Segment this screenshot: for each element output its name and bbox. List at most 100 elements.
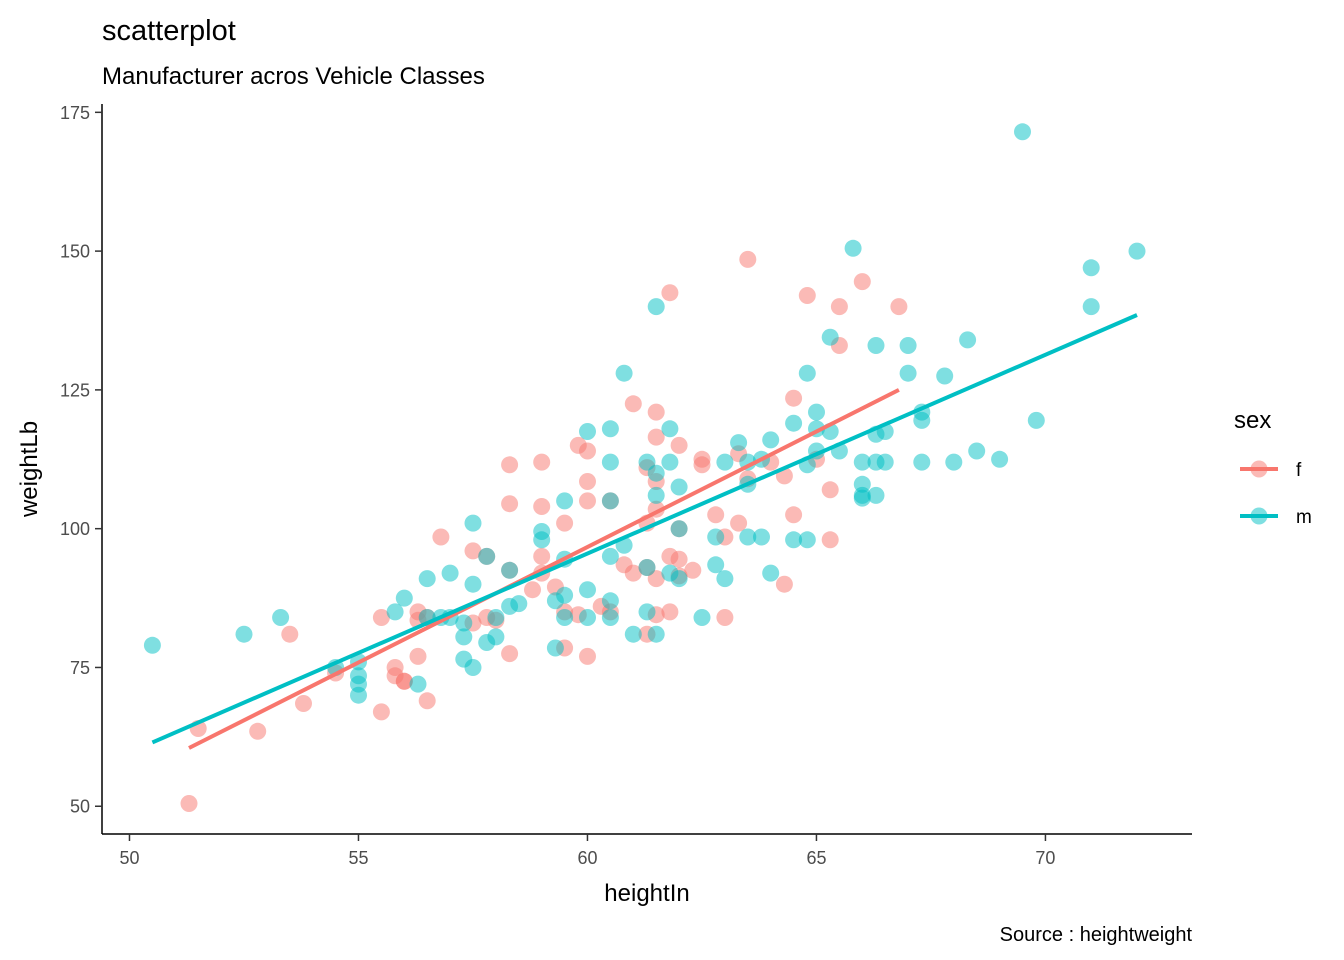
point-m-44: [601, 453, 619, 471]
point-m-94: [867, 486, 885, 504]
point-m-42: [601, 547, 619, 565]
point-m-20: [464, 575, 482, 593]
point-f-85: [830, 298, 848, 316]
point-f-17: [432, 528, 450, 546]
point-m-103: [945, 453, 963, 471]
point-f-80: [798, 287, 816, 304]
point-m-38: [579, 581, 596, 599]
x-tick-label-50: 50: [119, 848, 139, 868]
point-m-73: [762, 431, 780, 449]
point-f-25: [501, 495, 519, 513]
point-f-65: [684, 561, 702, 579]
point-f-59: [661, 603, 679, 621]
y-axis-ticks: 50 75 100 125 150 175: [60, 103, 102, 817]
point-m-45: [601, 420, 619, 438]
point-m-109: [1082, 259, 1100, 277]
point-m-37: [579, 423, 596, 440]
point-m-40: [601, 592, 619, 610]
point-m-19: [464, 514, 482, 532]
point-m-25: [487, 609, 505, 626]
point-m-1: [235, 625, 253, 643]
point-m-53: [647, 298, 665, 316]
point-m-7: [350, 675, 367, 693]
point-m-0: [143, 636, 161, 654]
point-m-41: [601, 609, 619, 626]
point-m-62: [693, 609, 711, 626]
point-m-34: [556, 586, 574, 604]
point-f-31: [533, 453, 551, 471]
point-f-29: [533, 547, 551, 565]
legend: sex f m: [1234, 407, 1312, 528]
x-tick-label-65: 65: [806, 848, 826, 868]
point-f-58: [661, 284, 679, 302]
point-m-33: [556, 609, 574, 626]
point-m-24: [487, 628, 505, 646]
point-m-110: [1082, 298, 1100, 316]
y-tick-label-150: 150: [60, 242, 90, 262]
chart-subtitle: Manufacturer acros Vehicle Classes: [102, 63, 485, 90]
point-m-28: [510, 595, 528, 613]
point-f-12: [409, 647, 427, 665]
x-axis-ticks: 50 55 60 65 70: [119, 834, 1055, 868]
point-m-63: [707, 556, 725, 574]
point-m-99: [913, 453, 931, 471]
point-m-64: [707, 528, 725, 546]
point-m-10: [409, 675, 427, 693]
point-m-66: [716, 453, 734, 471]
point-m-90: [853, 486, 871, 504]
point-m-59: [670, 478, 688, 496]
point-m-102: [936, 367, 954, 385]
point-f-87: [890, 298, 908, 316]
point-m-52: [647, 625, 665, 643]
x-tick-label-70: 70: [1035, 848, 1055, 868]
y-axis-title: weightLb: [16, 421, 43, 518]
point-m-31: [546, 639, 564, 657]
point-f-67: [693, 456, 711, 474]
x-tick-label-55: 55: [348, 848, 368, 868]
legend-key-point-m: [1250, 507, 1268, 525]
y-tick-label-75: 75: [70, 658, 90, 678]
point-m-67: [730, 434, 748, 452]
point-f-2: [249, 722, 267, 740]
point-f-63: [670, 550, 688, 568]
trend-line-m: [151, 313, 1138, 745]
point-m-98: [899, 364, 917, 382]
point-f-7: [372, 703, 390, 721]
chart-title: scatterplot: [102, 15, 236, 47]
point-m-91: [867, 337, 885, 354]
point-f-16: [418, 692, 436, 710]
chart-caption: Source : heightweight: [1000, 924, 1193, 946]
point-m-12: [418, 570, 436, 588]
point-m-17: [455, 628, 473, 646]
point-m-8: [386, 603, 404, 621]
point-f-52: [647, 403, 665, 421]
point-m-76: [785, 414, 803, 432]
point-f-82: [821, 481, 839, 499]
point-f-23: [501, 645, 519, 663]
point-f-47: [624, 564, 642, 582]
point-f-26: [501, 456, 519, 474]
point-f-3: [281, 625, 299, 643]
point-f-11: [395, 672, 413, 690]
point-f-77: [775, 575, 793, 593]
point-m-60: [670, 520, 688, 538]
point-f-61: [670, 436, 688, 454]
point-m-75: [785, 531, 803, 549]
point-m-77: [798, 364, 816, 382]
point-m-30: [533, 523, 551, 540]
y-tick-label-50: 50: [70, 797, 90, 817]
y-tick-label-100: 100: [60, 519, 90, 539]
point-m-9: [395, 589, 413, 607]
point-f-40: [579, 473, 596, 490]
legend-label-m: m: [1296, 507, 1312, 528]
point-f-6: [372, 609, 390, 626]
point-f-41: [579, 442, 596, 460]
point-m-47: [615, 364, 633, 382]
point-m-80: [808, 403, 825, 421]
point-f-39: [579, 492, 596, 510]
point-m-43: [601, 492, 619, 510]
point-m-107: [1014, 123, 1031, 141]
point-m-15: [441, 564, 459, 582]
point-m-86: [844, 239, 862, 257]
